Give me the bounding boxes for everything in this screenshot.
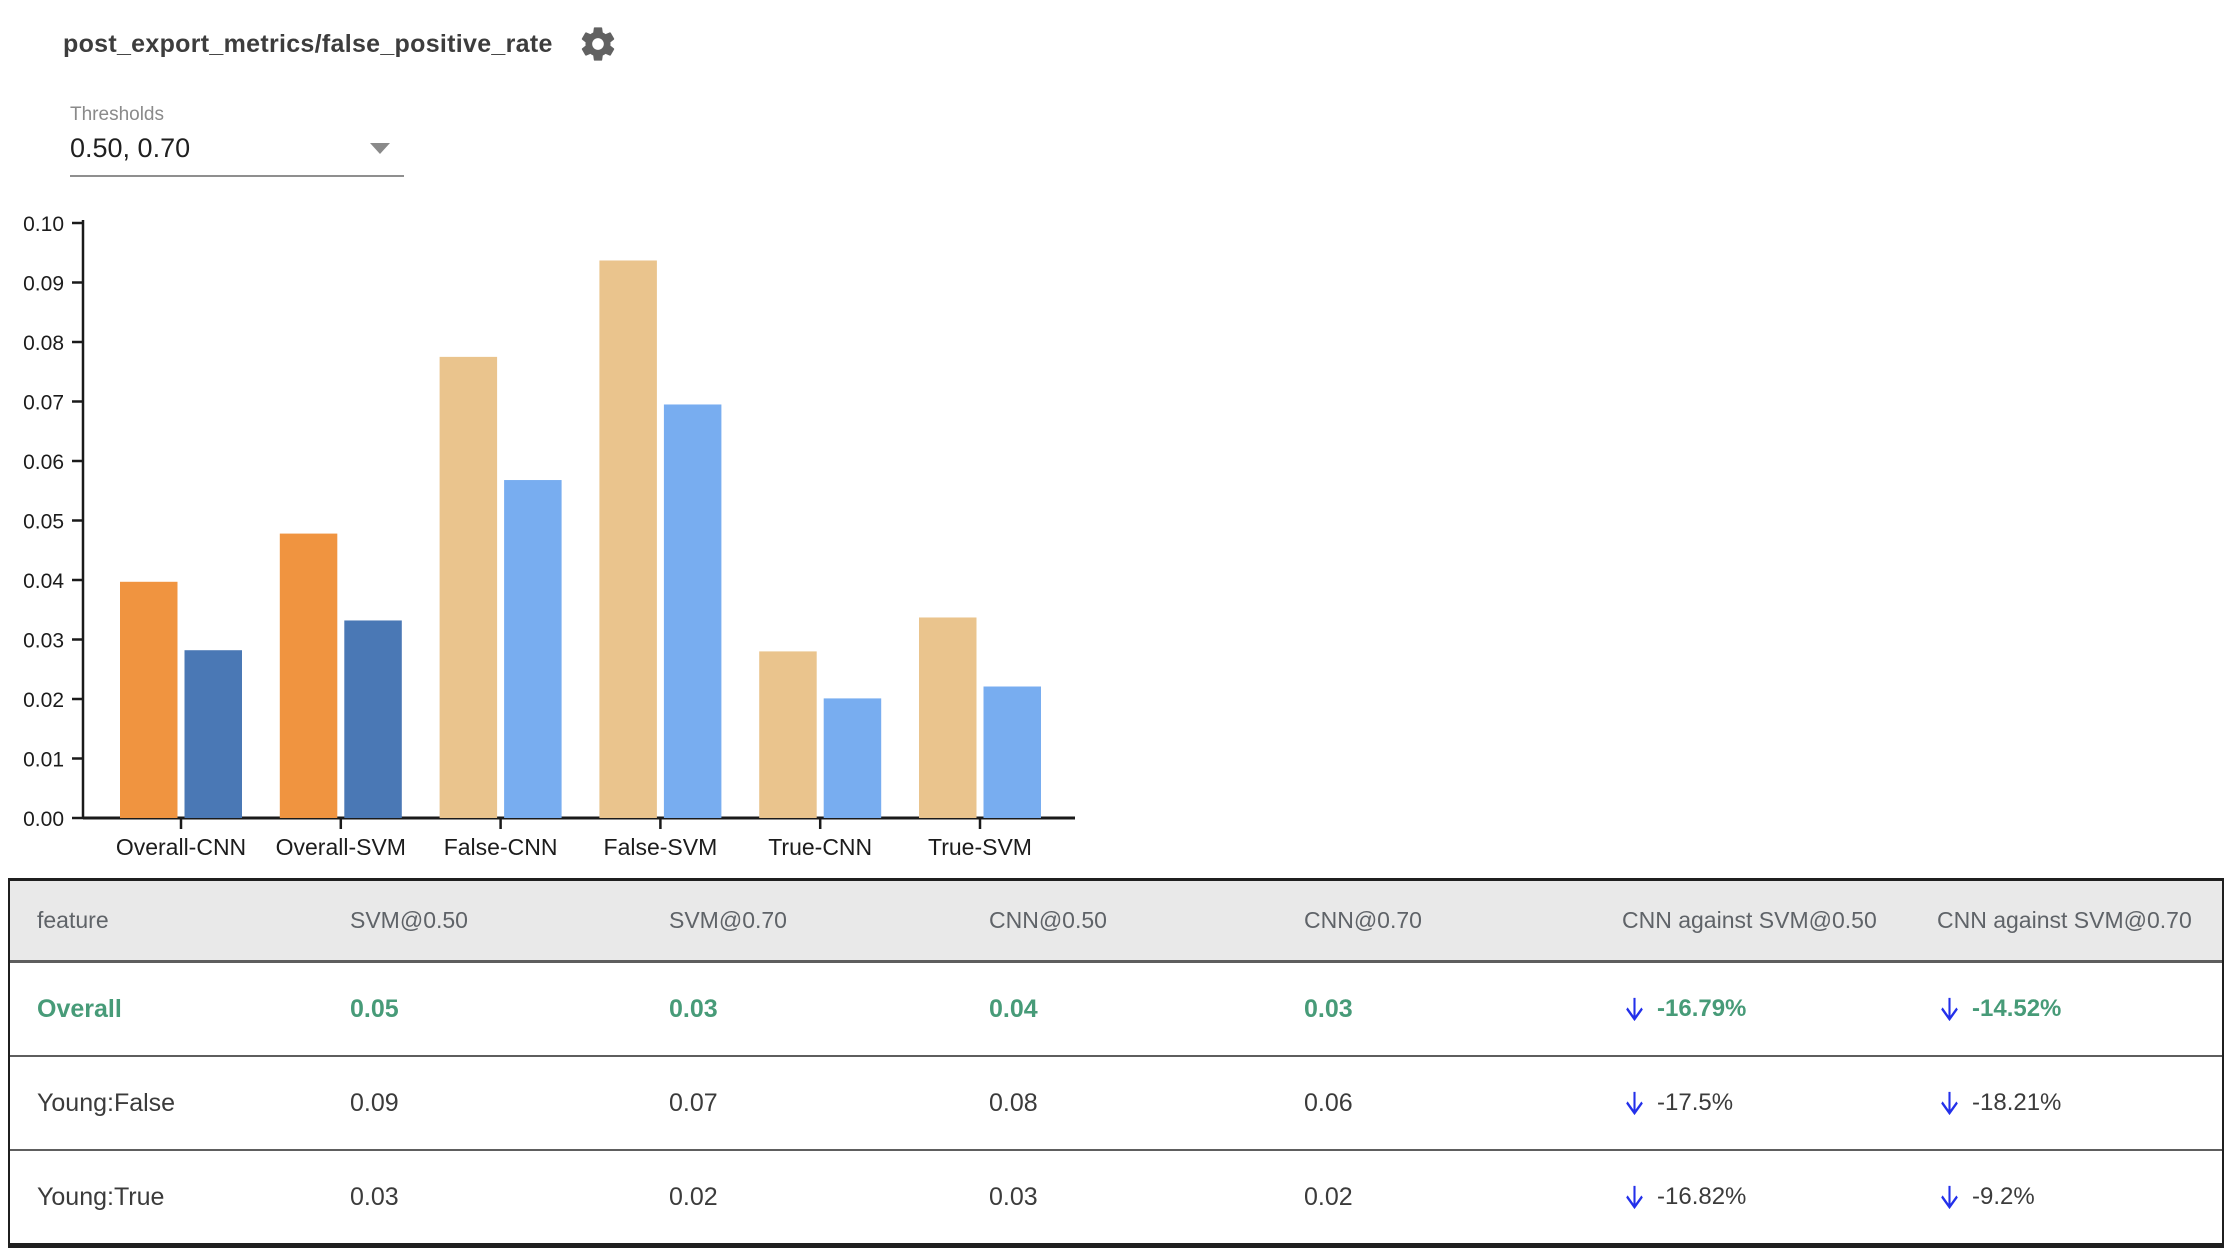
feature-name[interactable]: Young:True xyxy=(37,1182,165,1211)
x-tick-label: True-CNN xyxy=(768,834,872,860)
page-title: post_export_metrics/false_positive_rate xyxy=(63,29,553,58)
value-cnn-070: 0.02 xyxy=(1304,1182,1353,1211)
arrow-down-icon xyxy=(1941,1185,1958,1209)
bar-True-CNN-0.70[interactable] xyxy=(823,698,882,818)
value-svm-070: 0.07 xyxy=(669,1088,718,1117)
bar-False-SVM-0.50[interactable] xyxy=(599,260,657,818)
table-row: Overall 0.05 0.03 0.04 0.03 -16.79% -14.… xyxy=(10,963,2222,1055)
chevron-down-icon xyxy=(370,143,390,154)
delta-cnn-vs-svm-070: -18.21% xyxy=(1937,1086,2222,1121)
x-tick-label: Overall-SVM xyxy=(276,834,406,860)
bar-Overall-CNN-0.50[interactable] xyxy=(120,581,178,818)
y-tick-label: 0.04 xyxy=(23,570,64,593)
y-tick-label: 0.05 xyxy=(23,511,64,534)
delta-cnn-vs-svm-070: -9.2% xyxy=(1937,1180,2222,1215)
y-tick-label: 0.07 xyxy=(23,392,64,415)
bar-False-CNN-0.70[interactable] xyxy=(504,480,562,818)
value-svm-050: 0.09 xyxy=(350,1088,399,1117)
delta-cnn-vs-svm-050: -16.82% xyxy=(1622,1180,1937,1215)
col-header-cnn-070: CNN@0.70 xyxy=(1304,907,1422,933)
bar-False-SVM-0.70[interactable] xyxy=(663,404,722,818)
delta-value: -18.21% xyxy=(1972,1089,2062,1116)
bar-False-CNN-0.50[interactable] xyxy=(439,356,498,818)
value-svm-050: 0.03 xyxy=(350,1182,399,1211)
value-svm-070: 0.03 xyxy=(669,994,718,1023)
y-tick-label: 0.06 xyxy=(23,451,64,474)
y-tick-label: 0.00 xyxy=(23,808,64,831)
x-tick-label: Overall-CNN xyxy=(116,834,246,860)
col-header-svm-070: SVM@0.70 xyxy=(669,907,787,933)
thresholds-value: 0.50, 0.70 xyxy=(70,133,191,163)
thresholds-label: Thresholds xyxy=(70,104,164,125)
delta-value: -17.5% xyxy=(1657,1089,1734,1116)
value-svm-070: 0.02 xyxy=(669,1182,718,1211)
bar-Overall-SVM-0.70[interactable] xyxy=(344,620,402,818)
delta-value: -9.2% xyxy=(1972,1183,2035,1210)
gear-icon[interactable] xyxy=(578,24,618,64)
feature-name[interactable]: Young:False xyxy=(37,1088,176,1117)
y-tick-label: 0.10 xyxy=(23,213,64,236)
col-header-cnn-050: CNN@0.50 xyxy=(989,907,1107,933)
delta-cnn-vs-svm-050: -17.5% xyxy=(1622,1086,1937,1121)
col-header-feature: feature xyxy=(37,907,109,933)
arrow-down-icon xyxy=(1626,997,1643,1021)
table-header-row: feature SVM@0.50 SVM@0.70 CNN@0.50 CNN@0… xyxy=(10,881,2222,963)
bar-True-SVM-0.50[interactable] xyxy=(919,617,977,818)
delta-cnn-vs-svm-070: -14.52% xyxy=(1937,992,2222,1027)
col-header-cnn-vs-svm-070: CNN against SVM@0.70 xyxy=(1937,907,2192,933)
table-row: Young:True 0.03 0.02 0.03 0.02 -16.82% -… xyxy=(10,1149,2222,1243)
y-tick-label: 0.09 xyxy=(23,273,64,296)
value-svm-050: 0.05 xyxy=(350,994,399,1023)
thresholds-select[interactable]: Thresholds 0.50, 0.70 xyxy=(70,104,404,177)
bar-Overall-CNN-0.70[interactable] xyxy=(184,650,243,818)
value-cnn-070: 0.06 xyxy=(1304,1088,1353,1117)
value-cnn-050: 0.03 xyxy=(989,1182,1038,1211)
delta-value: -16.82% xyxy=(1657,1183,1747,1210)
x-tick-label: True-SVM xyxy=(928,834,1032,860)
arrow-down-icon xyxy=(1626,1185,1643,1209)
y-tick-label: 0.03 xyxy=(23,630,64,653)
y-tick-label: 0.02 xyxy=(23,689,64,712)
delta-value: -16.79% xyxy=(1657,995,1747,1022)
x-tick-label: False-SVM xyxy=(604,834,718,860)
col-header-cnn-vs-svm-050: CNN against SVM@0.50 xyxy=(1622,907,1877,933)
table-row: Young:False 0.09 0.07 0.08 0.06 -17.5% -… xyxy=(10,1055,2222,1149)
bar-Overall-SVM-0.50[interactable] xyxy=(279,533,338,818)
y-tick-label: 0.01 xyxy=(23,749,64,772)
col-header-svm-050: SVM@0.50 xyxy=(350,907,468,933)
value-cnn-050: 0.04 xyxy=(989,994,1038,1023)
delta-cnn-vs-svm-050: -16.79% xyxy=(1622,992,1937,1027)
metric-header: post_export_metrics/false_positive_rate xyxy=(63,24,618,64)
arrow-down-icon xyxy=(1626,1091,1643,1115)
false-positive-rate-chart: 0.00 0.01 0.02 0.03 0.04 0.05 0.06 0.07 0.08 0.09… xyxy=(23,213,1075,860)
x-tick-label: False-CNN xyxy=(444,834,558,860)
delta-value: -14.52% xyxy=(1972,995,2062,1022)
y-tick-label: 0.08 xyxy=(23,332,64,355)
feature-name[interactable]: Overall xyxy=(37,994,122,1023)
arrow-down-icon xyxy=(1941,997,1958,1021)
value-cnn-050: 0.08 xyxy=(989,1088,1038,1117)
bar-True-SVM-0.70[interactable] xyxy=(983,686,1042,818)
value-cnn-070: 0.03 xyxy=(1304,994,1353,1023)
arrow-down-icon xyxy=(1941,1091,1958,1115)
metrics-table: feature SVM@0.50 SVM@0.70 CNN@0.50 CNN@0… xyxy=(8,878,2224,1248)
bar-True-CNN-0.50[interactable] xyxy=(759,651,817,818)
